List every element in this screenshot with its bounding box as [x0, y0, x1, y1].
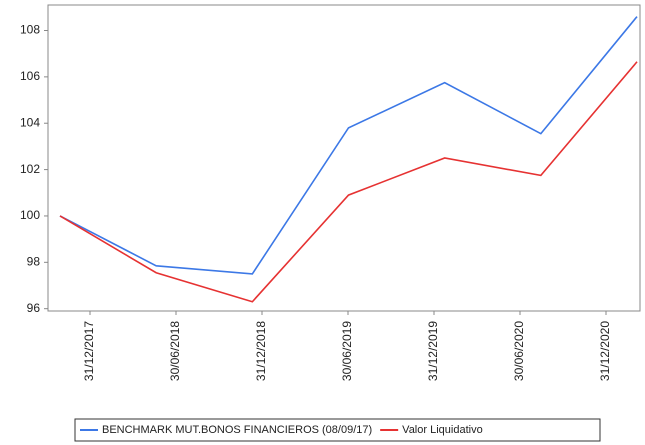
legend-box — [74, 418, 601, 442]
x-tick-label: 30/06/2018 — [168, 321, 182, 381]
x-tick-label: 31/12/2020 — [598, 321, 612, 381]
legend-label: Valor Liquidativo — [402, 424, 483, 436]
series-line — [59, 61, 638, 303]
y-tick-label: 96 — [27, 301, 41, 315]
legend-label: BENCHMARK MUT.BONOS FINANCIEROS (08/09/1… — [102, 424, 372, 436]
y-tick-label: 106 — [20, 69, 40, 83]
x-tick-label: 31/12/2017 — [82, 321, 96, 381]
x-tick-label: 30/06/2019 — [340, 321, 354, 381]
x-tick-label: 31/12/2019 — [426, 321, 440, 381]
x-tick-label: 31/12/2018 — [254, 321, 268, 381]
plot-frame — [47, 4, 641, 312]
y-tick-label: 104 — [20, 115, 40, 129]
y-tick-label: 102 — [20, 162, 40, 176]
y-tick-label: 98 — [27, 254, 41, 268]
y-tick-label: 108 — [20, 23, 40, 37]
x-tick-label: 30/06/2020 — [512, 321, 526, 381]
y-tick-label: 100 — [20, 208, 40, 222]
series-line — [59, 16, 638, 275]
